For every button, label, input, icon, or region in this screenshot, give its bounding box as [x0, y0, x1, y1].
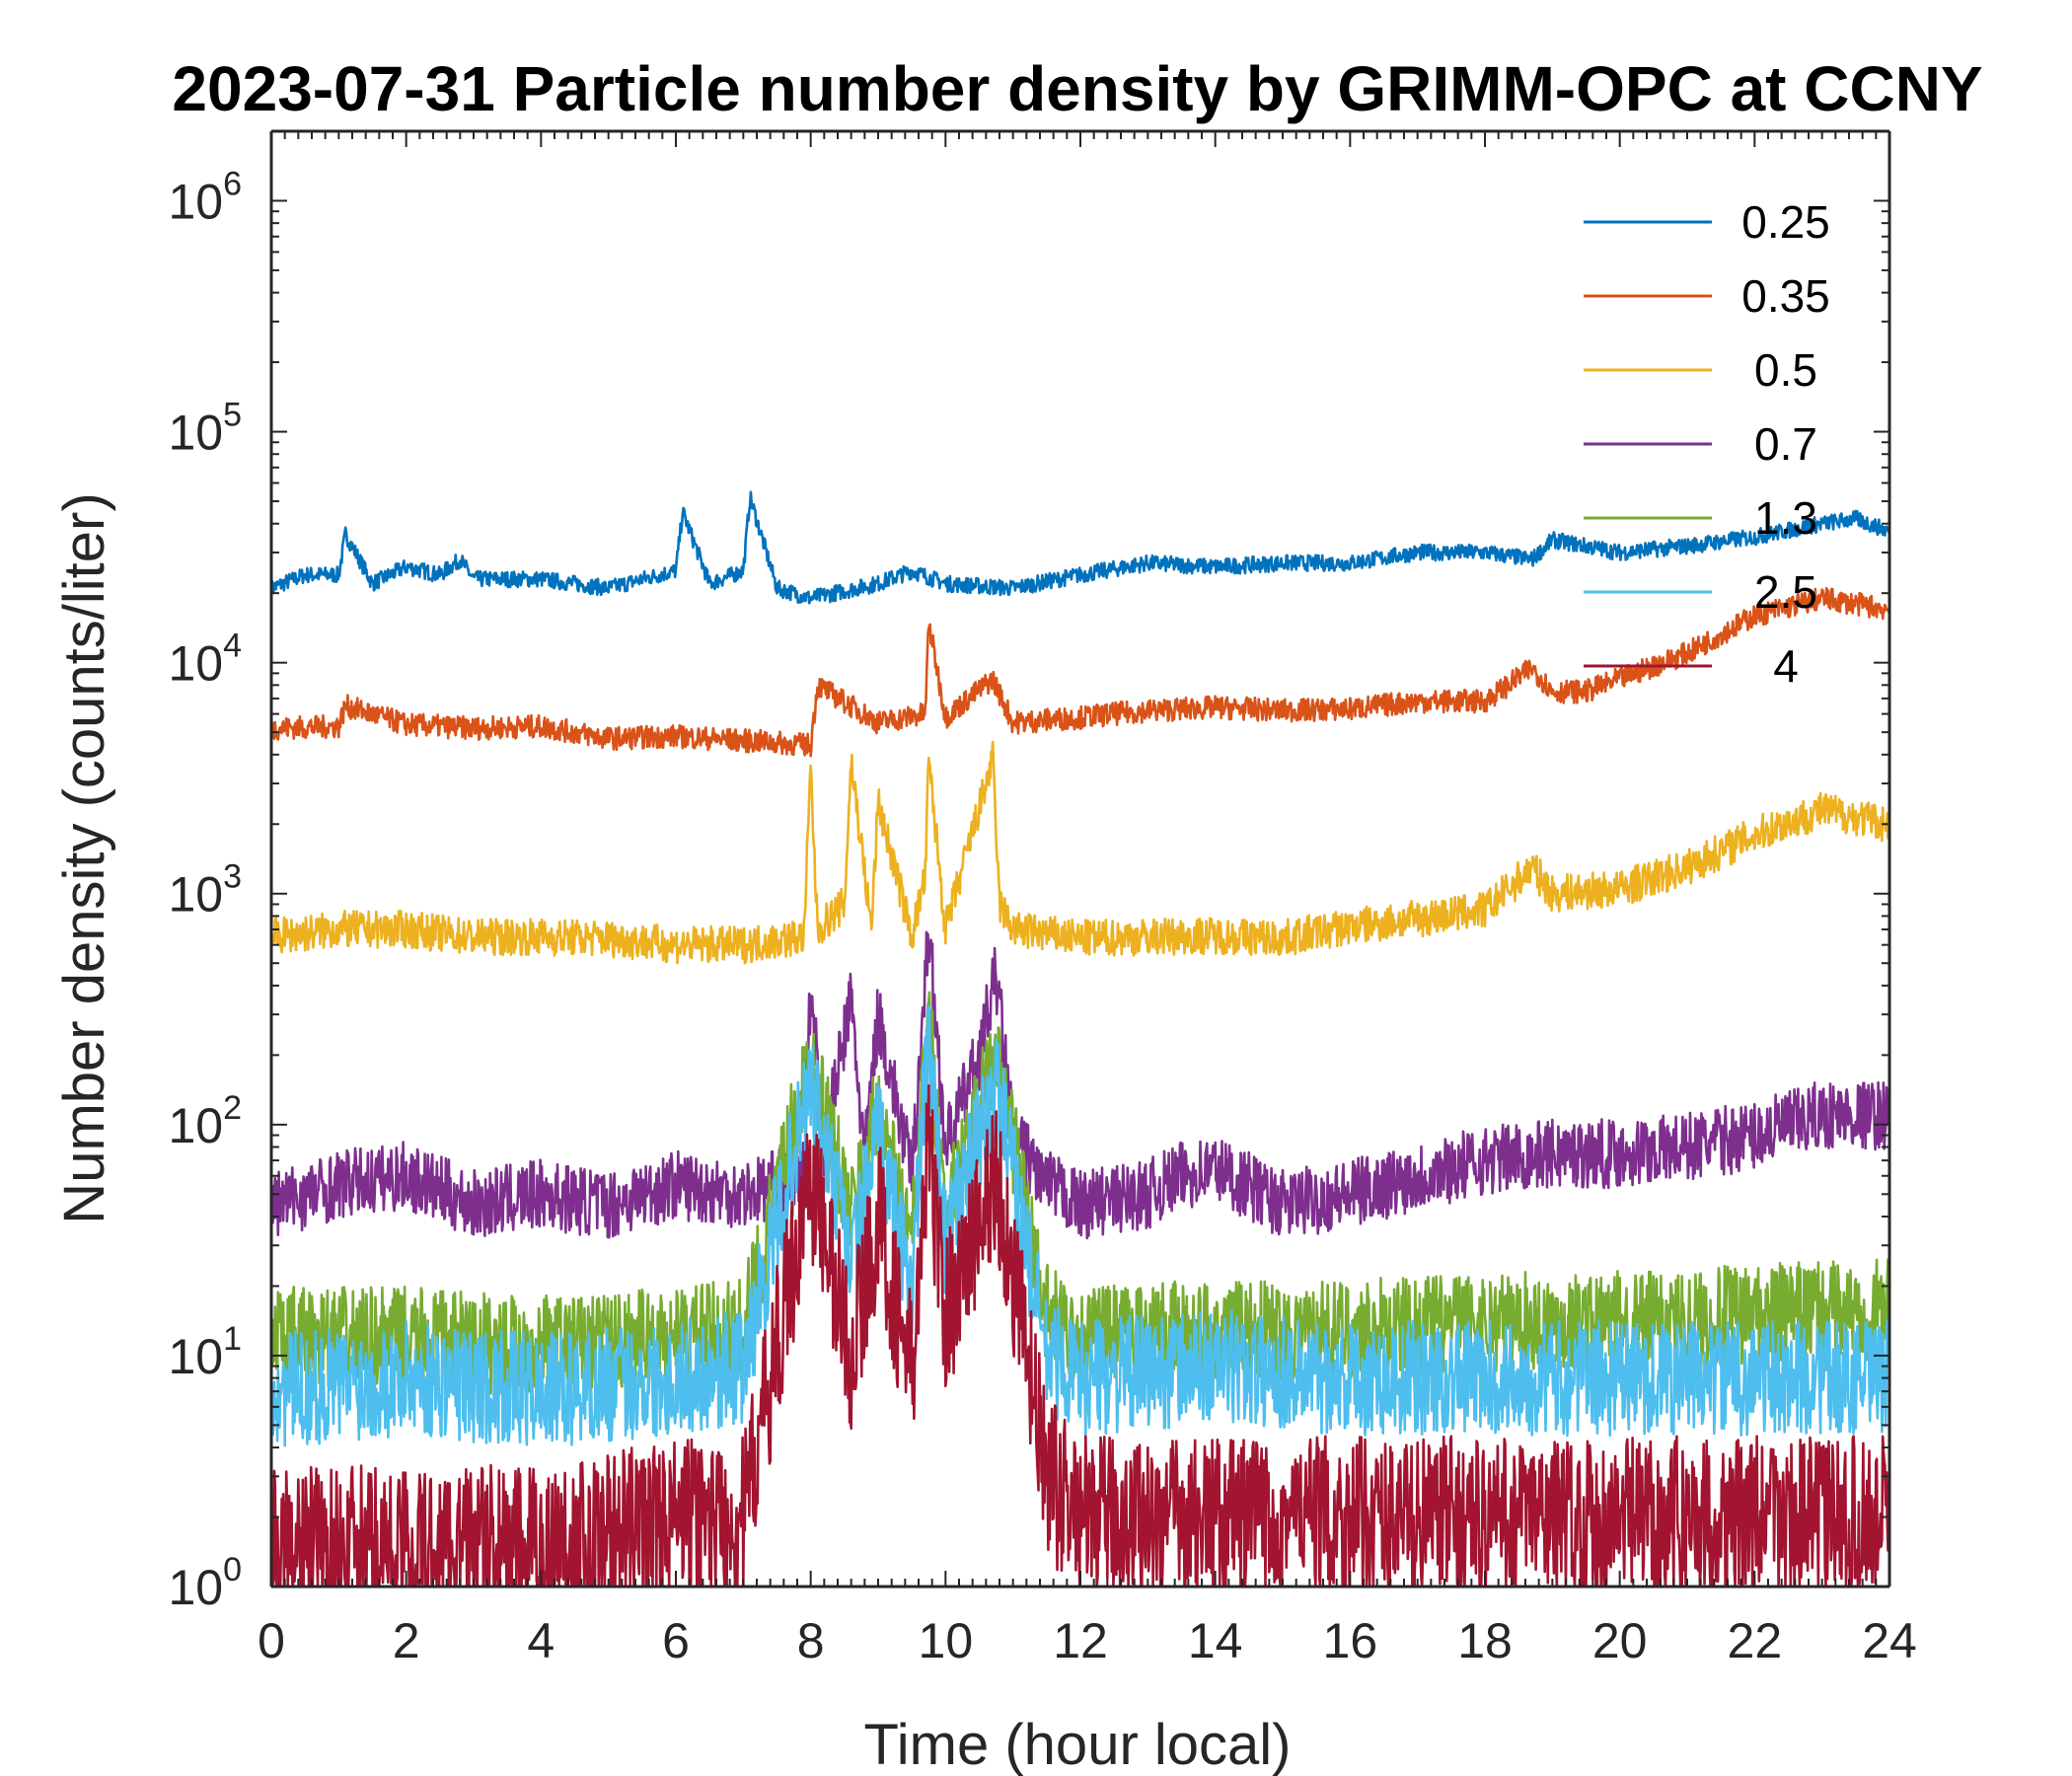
x-tick-label: 4 — [527, 1613, 555, 1668]
y-tick-label: 105 — [168, 397, 242, 461]
legend-label: 2.5 — [1754, 566, 1817, 618]
x-tick-label: 6 — [662, 1613, 690, 1668]
legend: 0.25 0.35 0.5 0.7 1.3 2.5 4 — [1584, 196, 1830, 692]
x-tick-label: 2 — [393, 1613, 420, 1668]
y-tick-label: 106 — [168, 165, 242, 229]
x-tick-label: 18 — [1457, 1613, 1513, 1668]
legend-label: 0.5 — [1754, 344, 1817, 396]
x-tick-label: 20 — [1592, 1613, 1648, 1668]
series-line-0.25 — [269, 490, 1890, 605]
x-tick-label: 12 — [1053, 1613, 1108, 1668]
series-line-2.5 — [269, 1004, 1891, 1447]
legend-label: 1.3 — [1754, 492, 1817, 544]
y-axis: 100 101 102 103 104 105 106 — [168, 130, 1891, 1615]
legend-label: 4 — [1773, 640, 1799, 692]
series-line-0.7 — [269, 930, 1891, 1240]
x-tick-label: 14 — [1188, 1613, 1243, 1668]
x-tick-label: 8 — [797, 1613, 825, 1668]
x-tick-label: 22 — [1728, 1613, 1783, 1668]
legend-label: 0.25 — [1741, 196, 1830, 248]
chart-title: 2023-07-31 Particle number density by GR… — [172, 53, 1982, 124]
series-line-0.5 — [269, 740, 1891, 965]
x-axis: 0 2 4 6 8 10 12 14 16 18 20 22 24 — [258, 129, 1917, 1668]
series-line-0.35 — [269, 586, 1891, 758]
legend-label: 0.7 — [1754, 418, 1817, 470]
x-tick-label: 0 — [258, 1613, 285, 1668]
y-tick-label: 103 — [168, 858, 242, 923]
x-tick-label: 24 — [1862, 1613, 1917, 1668]
y-tick-label: 100 — [168, 1551, 242, 1615]
plot-area — [269, 490, 1891, 1589]
legend-label: 0.35 — [1741, 270, 1830, 322]
y-tick-label: 102 — [168, 1089, 242, 1153]
y-tick-label: 101 — [168, 1320, 242, 1384]
y-tick-label: 104 — [168, 628, 242, 692]
x-tick-label: 16 — [1323, 1613, 1378, 1668]
x-axis-label: Time (hour local) — [864, 1713, 1292, 1776]
x-tick-label: 10 — [919, 1613, 974, 1668]
y-axis-label: Number density (counts/liter) — [52, 492, 116, 1223]
